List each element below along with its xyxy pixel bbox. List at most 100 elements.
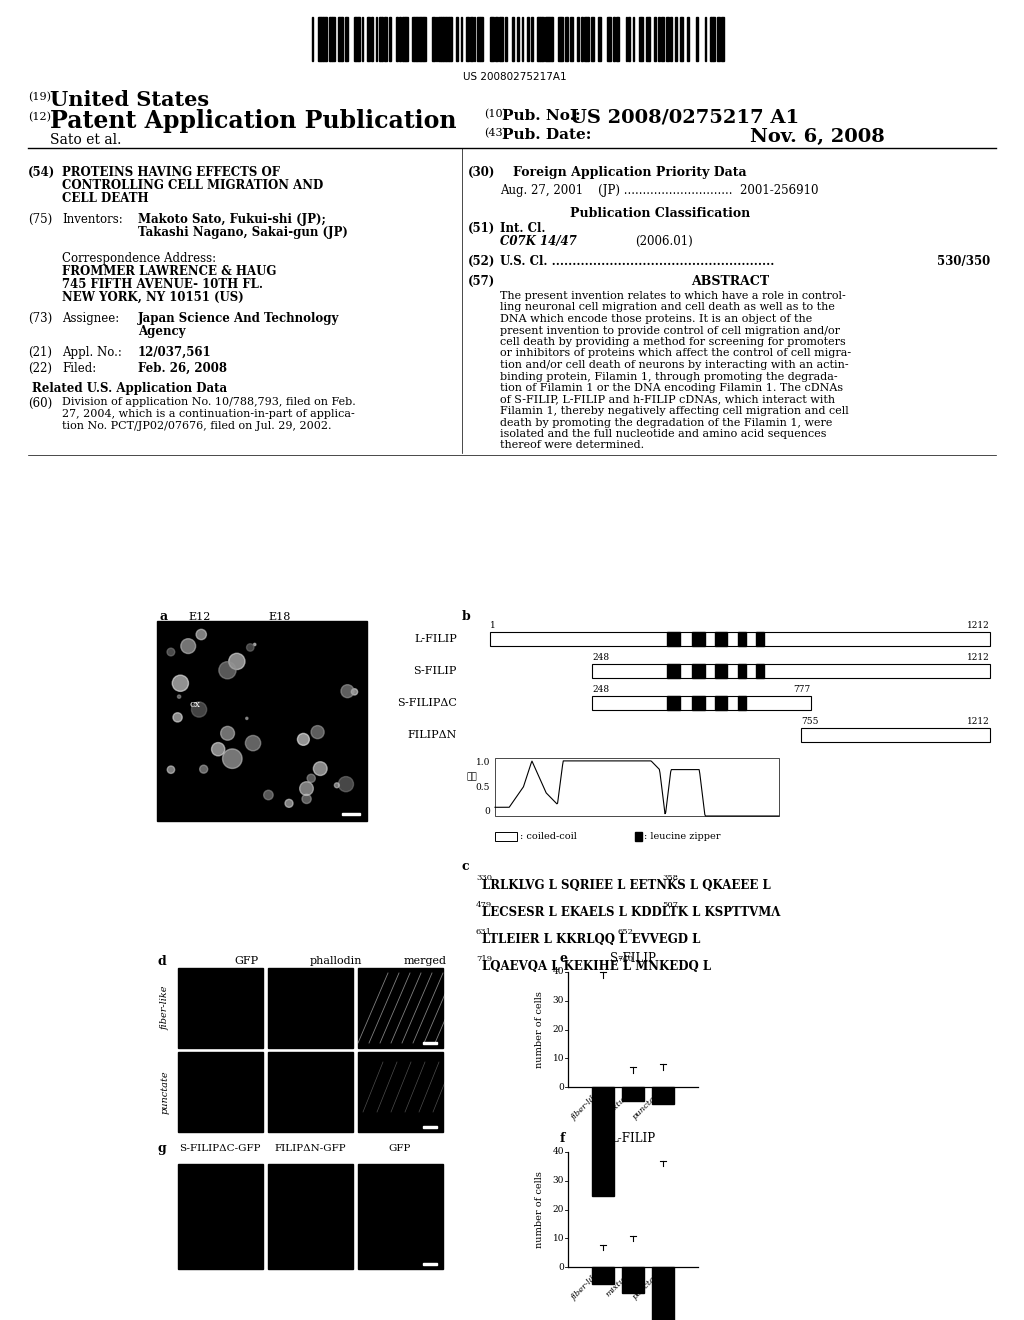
Text: Publication Classification: Publication Classification: [570, 207, 751, 220]
Text: Sato et al.: Sato et al.: [50, 133, 122, 147]
Text: S-FILIPΔC-GFP: S-FILIPΔC-GFP: [179, 1144, 261, 1152]
Bar: [668, 632, 680, 645]
Text: L-FILIP: L-FILIP: [610, 1133, 655, 1144]
Circle shape: [246, 735, 261, 751]
Bar: [592, 664, 990, 678]
Bar: [668, 696, 680, 710]
Circle shape: [200, 766, 208, 774]
Circle shape: [173, 713, 182, 722]
Text: 確率: 確率: [466, 772, 477, 781]
Bar: [584, 17, 586, 61]
Bar: [540, 17, 542, 61]
Text: PROTEINS HAVING EFFECTS OF: PROTEINS HAVING EFFECTS OF: [62, 166, 280, 180]
Text: The present invention relates to which have a role in control-: The present invention relates to which h…: [500, 290, 846, 301]
Text: ABSTRACT: ABSTRACT: [691, 275, 769, 288]
Text: 719: 719: [476, 954, 493, 964]
Text: punctate: punctate: [631, 1269, 663, 1302]
Bar: [305, 15, 725, 63]
Text: 777: 777: [794, 685, 811, 694]
Bar: [446, 17, 449, 61]
Circle shape: [212, 743, 225, 756]
Bar: [662, 17, 664, 61]
Text: 0: 0: [484, 807, 490, 816]
Bar: [577, 17, 579, 61]
Bar: [330, 17, 332, 61]
Bar: [443, 17, 446, 61]
Text: death by promoting the degradation of the Filamin 1, were: death by promoting the degradation of th…: [500, 417, 833, 428]
Bar: [652, 1086, 674, 1105]
Bar: [737, 632, 745, 645]
Text: DNA which encode those proteins. It is an object of the: DNA which encode those proteins. It is a…: [500, 314, 812, 323]
Bar: [639, 17, 641, 61]
Text: 755: 755: [802, 717, 819, 726]
Text: (22): (22): [28, 362, 52, 375]
Text: merged: merged: [403, 956, 446, 966]
Text: 1212: 1212: [968, 653, 990, 663]
Bar: [495, 832, 517, 841]
Text: (51): (51): [468, 222, 496, 235]
Text: (21): (21): [28, 346, 52, 359]
Bar: [692, 664, 705, 678]
Text: b: b: [462, 610, 471, 623]
Circle shape: [297, 734, 309, 746]
Text: : leucine zipper: : leucine zipper: [644, 832, 721, 841]
Text: FROMMER LAWRENCE & HAUG: FROMMER LAWRENCE & HAUG: [62, 265, 276, 279]
Text: 248: 248: [592, 685, 609, 694]
Text: E12: E12: [188, 612, 211, 622]
Text: Pub. Date:: Pub. Date:: [502, 128, 592, 143]
Bar: [666, 17, 669, 61]
Text: (60): (60): [28, 397, 52, 411]
Bar: [332, 17, 335, 61]
Text: punctate: punctate: [161, 1071, 170, 1114]
Bar: [157, 620, 367, 821]
Text: punctate: punctate: [631, 1089, 663, 1121]
Text: FILIPΔN-GFP: FILIPΔN-GFP: [274, 1144, 346, 1152]
Text: (12): (12): [28, 112, 51, 123]
Bar: [495, 758, 779, 816]
Circle shape: [313, 762, 327, 775]
Text: S-FILIPΔC: S-FILIPΔC: [397, 698, 457, 708]
Text: (30): (30): [468, 166, 496, 180]
Bar: [268, 1052, 353, 1133]
Bar: [675, 17, 677, 61]
Bar: [802, 729, 990, 742]
Bar: [432, 17, 435, 61]
Text: 652: 652: [617, 928, 633, 936]
Circle shape: [263, 791, 273, 800]
Text: (10): (10): [484, 110, 507, 119]
Text: phallodin: phallodin: [309, 956, 362, 966]
Bar: [538, 17, 540, 61]
Bar: [542, 17, 544, 61]
Bar: [592, 1267, 614, 1284]
Bar: [268, 968, 353, 1048]
Bar: [346, 17, 348, 61]
Text: fiber-like: fiber-like: [570, 1089, 603, 1122]
Circle shape: [254, 643, 256, 645]
Text: Filamin 1, thereby negatively affecting cell migration and cell: Filamin 1, thereby negatively affecting …: [500, 407, 849, 416]
Bar: [178, 968, 263, 1048]
Text: 330: 330: [476, 874, 492, 882]
Text: US 2008/0275217 A1: US 2008/0275217 A1: [570, 110, 800, 127]
Text: NEW YORK, NY 10151 (US): NEW YORK, NY 10151 (US): [62, 290, 244, 304]
Bar: [496, 17, 498, 61]
Text: Filed:: Filed:: [62, 362, 96, 375]
Text: mixture: mixture: [604, 1089, 633, 1118]
Text: thereof were determined.: thereof were determined.: [500, 441, 644, 450]
Bar: [531, 17, 534, 61]
Bar: [715, 664, 727, 678]
Text: Division of application No. 10/788,793, filed on Feb.: Division of application No. 10/788,793, …: [62, 397, 355, 407]
Text: U.S. Cl. ......................................................: U.S. Cl. ...............................…: [500, 255, 774, 268]
Bar: [628, 17, 630, 61]
Text: mixture: mixture: [604, 1269, 633, 1298]
Text: 1212: 1212: [968, 717, 990, 726]
Text: (57): (57): [468, 275, 496, 288]
Bar: [323, 17, 326, 61]
Text: present invention to provide control of cell migration and/or: present invention to provide control of …: [500, 326, 840, 335]
Text: LRLKLVG L SQRIEE L EETNKS L QKAEEE L: LRLKLVG L SQRIEE L EETNKS L QKAEEE L: [482, 879, 771, 892]
Text: 248: 248: [592, 653, 609, 663]
Bar: [549, 17, 552, 61]
Text: or inhibitors of proteins which affect the control of cell migra-: or inhibitors of proteins which affect t…: [500, 348, 851, 359]
Bar: [480, 17, 483, 61]
Text: 1: 1: [490, 620, 497, 630]
Circle shape: [338, 776, 353, 792]
